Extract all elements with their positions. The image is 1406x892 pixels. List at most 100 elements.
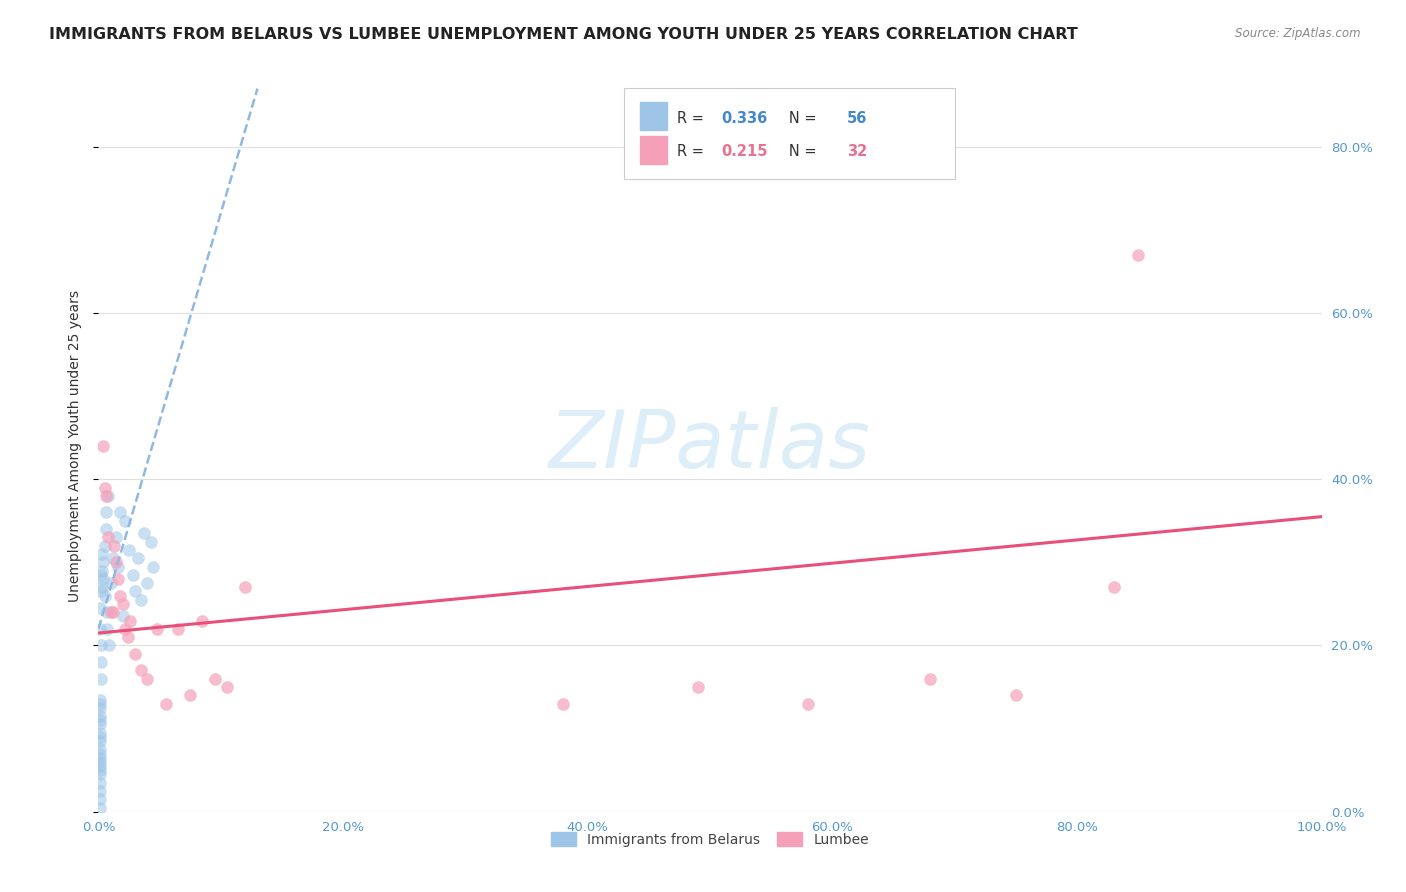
Point	[127, 551, 149, 566]
Point	[920, 672, 942, 686]
Point	[93, 539, 115, 553]
Text: 0.215: 0.215	[721, 145, 768, 160]
Point	[89, 747, 111, 761]
Point	[146, 622, 169, 636]
Point	[89, 734, 111, 748]
Point	[96, 605, 118, 619]
Point	[90, 639, 112, 653]
Point	[100, 576, 122, 591]
Point	[93, 481, 115, 495]
Point	[142, 559, 165, 574]
Point	[114, 514, 136, 528]
Text: IMMIGRANTS FROM BELARUS VS LUMBEE UNEMPLOYMENT AMONG YOUTH UNDER 25 YEARS CORREL: IMMIGRANTS FROM BELARUS VS LUMBEE UNEMPL…	[49, 27, 1078, 42]
Point	[179, 689, 201, 703]
Text: ZIPatlas: ZIPatlas	[548, 407, 872, 485]
Point	[97, 530, 120, 544]
Point	[89, 775, 111, 789]
Text: Source: ZipAtlas.com: Source: ZipAtlas.com	[1236, 27, 1361, 40]
Point	[1128, 248, 1150, 262]
Point	[89, 601, 111, 615]
Point	[93, 589, 115, 603]
Text: R =: R =	[678, 145, 709, 160]
Point	[90, 567, 112, 582]
Text: 32: 32	[846, 145, 868, 160]
Point	[90, 672, 112, 686]
Point	[129, 664, 152, 678]
Text: 0.336: 0.336	[721, 111, 768, 126]
Point	[100, 605, 122, 619]
Point	[101, 605, 124, 619]
Point	[89, 697, 111, 711]
Point	[101, 551, 124, 566]
Point	[89, 742, 111, 756]
Point	[97, 489, 120, 503]
Point	[114, 622, 136, 636]
Point	[191, 614, 214, 628]
Text: N =: N =	[775, 145, 821, 160]
Point	[107, 559, 129, 574]
Point	[110, 506, 132, 520]
Point	[111, 597, 134, 611]
Point	[797, 697, 820, 711]
Point	[89, 763, 111, 777]
Point	[94, 506, 117, 520]
Point	[136, 576, 159, 591]
FancyBboxPatch shape	[640, 103, 668, 130]
Point	[91, 564, 114, 578]
Point	[117, 630, 139, 644]
Point	[98, 639, 121, 653]
FancyBboxPatch shape	[624, 87, 955, 179]
Point	[89, 692, 111, 706]
Legend: Immigrants from Belarus, Lumbee: Immigrants from Belarus, Lumbee	[546, 826, 875, 853]
Point	[215, 680, 238, 694]
Point	[91, 572, 114, 586]
Point	[111, 609, 134, 624]
Text: N =: N =	[775, 111, 821, 126]
Point	[104, 555, 127, 569]
Text: 56: 56	[846, 111, 868, 126]
Point	[139, 534, 162, 549]
Point	[129, 592, 152, 607]
Point	[120, 614, 142, 628]
Point	[89, 750, 111, 764]
Point	[89, 717, 111, 731]
Point	[167, 622, 190, 636]
Point	[91, 555, 114, 569]
Point	[91, 547, 114, 561]
Point	[686, 680, 709, 694]
Point	[89, 784, 111, 798]
Point	[1102, 580, 1125, 594]
Point	[89, 622, 111, 636]
Point	[124, 647, 146, 661]
Point	[89, 714, 111, 728]
Point	[124, 584, 146, 599]
Point	[136, 672, 159, 686]
Point	[107, 572, 129, 586]
Point	[91, 439, 114, 453]
Point	[89, 709, 111, 723]
Point	[104, 530, 127, 544]
Point	[1004, 689, 1026, 703]
Point	[118, 542, 141, 557]
Y-axis label: Unemployment Among Youth under 25 years: Unemployment Among Youth under 25 years	[67, 290, 82, 602]
Point	[132, 526, 155, 541]
Point	[89, 800, 111, 814]
Point	[89, 792, 111, 806]
Point	[89, 725, 111, 739]
FancyBboxPatch shape	[640, 136, 668, 163]
Point	[90, 584, 112, 599]
Point	[121, 567, 143, 582]
Point	[553, 697, 575, 711]
Point	[233, 580, 256, 594]
Point	[94, 489, 117, 503]
Point	[90, 655, 112, 669]
Point	[89, 759, 111, 773]
Text: R =: R =	[678, 111, 709, 126]
Point	[155, 697, 177, 711]
Point	[94, 522, 117, 536]
Point	[89, 767, 111, 781]
Point	[110, 589, 132, 603]
Point	[103, 539, 125, 553]
Point	[89, 755, 111, 769]
Point	[91, 580, 114, 594]
